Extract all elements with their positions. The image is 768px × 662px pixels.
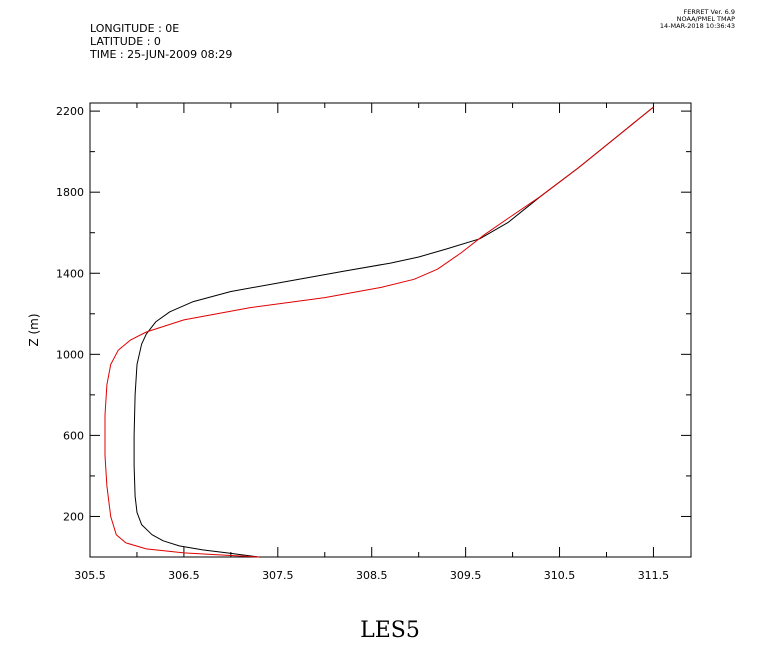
x-tick-label: 311.5	[638, 569, 670, 582]
time-label: TIME : 25-JUN-2009 08:29	[90, 48, 233, 61]
y-tick-label: 1800	[56, 186, 84, 199]
x-tick-label: 307.5	[262, 569, 294, 582]
longitude-label: LONGITUDE : 0E	[90, 22, 180, 35]
plot-header: LONGITUDE : 0E LATITUDE : 0 TIME : 25-JU…	[90, 22, 232, 61]
axis-ticks	[89, 103, 691, 557]
ferret-credit: FERRET Ver. 6.9 NOAA/PMEL TMAP 14-MAR-20…	[660, 9, 735, 30]
plot-frame	[89, 102, 692, 558]
y-tick-label: 200	[63, 510, 84, 523]
x-tick-label: 310.5	[544, 569, 576, 582]
y-tick-label: 1000	[56, 348, 84, 361]
x-tick-label: 308.5	[356, 569, 388, 582]
y-tick-label: 2200	[56, 105, 84, 118]
credit-org: NOAA/PMEL TMAP	[676, 15, 735, 23]
credit-date: 14-MAR-2018 10:36:43	[659, 22, 735, 30]
chart-title: LES5	[360, 618, 420, 643]
series-lines	[104, 106, 654, 558]
latitude-label: LATITUDE : 0	[90, 35, 161, 48]
x-tick-label: 309.5	[450, 569, 482, 582]
y-tick-label: 600	[63, 429, 84, 442]
x-tick-label: 306.5	[168, 569, 200, 582]
tick-labels: 305.5 306.5 307.5 308.5 309.5 310.5 311.5 200 60…	[56, 105, 669, 582]
x-tick-label: 305.5	[74, 569, 106, 582]
y-tick-label: 1400	[56, 267, 84, 280]
y-axis-title: Z (m)	[27, 313, 41, 346]
series-line-1	[133, 106, 654, 558]
series-line-2	[104, 106, 654, 558]
credit-version: FERRET Ver. 6.9	[683, 8, 735, 16]
